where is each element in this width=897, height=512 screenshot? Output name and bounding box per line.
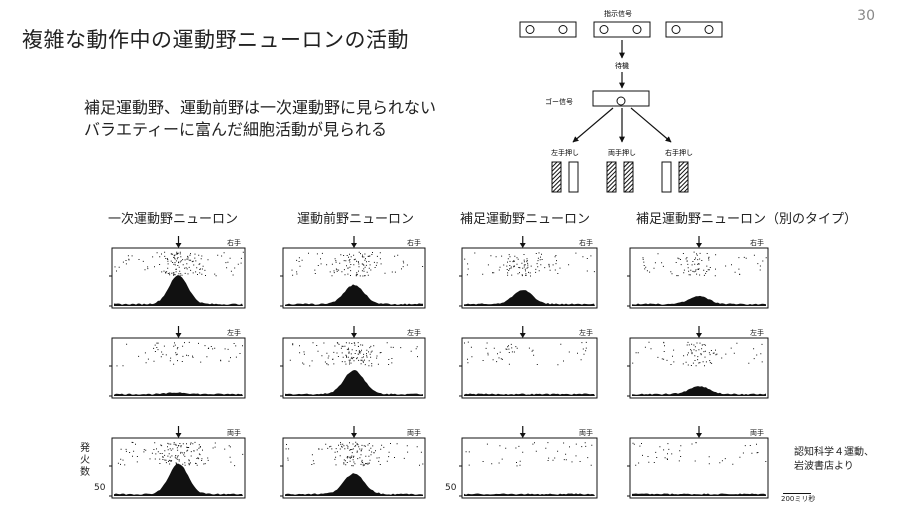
subtitle-line-1: 補足運動野、運動前野は一次運動野に見られない	[84, 98, 437, 117]
key-right-idle	[568, 161, 579, 193]
column-header-pm: 運動前野ニューロン	[297, 212, 415, 227]
condition-label: 左手	[227, 328, 241, 337]
raster-spikes	[632, 341, 763, 367]
scale-bar-label: 200ミリ秒	[781, 495, 816, 503]
condition-label: 右手	[579, 238, 593, 247]
slide-subtitle: 補足運動野、運動前野は一次運動野に見られない バラエティーに富んだ細胞活動が見ら…	[84, 97, 436, 141]
raster-spikes	[465, 442, 593, 467]
firing-histogram	[464, 493, 595, 496]
firing-histogram	[632, 386, 766, 396]
raster-spikes	[464, 341, 587, 366]
firing-histogram	[285, 284, 423, 306]
raster-spikes	[464, 252, 595, 277]
firing-histogram	[114, 463, 243, 496]
panel-frame	[461, 337, 598, 399]
instruction-signal-label: 指示信号	[604, 9, 632, 18]
firing-histogram	[632, 493, 766, 496]
key-left-pressed	[606, 161, 617, 193]
raster-spikes	[632, 442, 767, 466]
condition-label: 左手	[407, 328, 421, 337]
panel-frame	[461, 247, 598, 309]
go-arrow-head	[351, 433, 357, 438]
y-axis-tick-50: 50	[94, 483, 106, 493]
key-left-idle	[661, 161, 672, 193]
panel-frame	[282, 247, 426, 309]
go-arrow-head	[519, 333, 526, 338]
subtitle-line-2: バラエティーに富んだ細胞活動が見られる	[84, 120, 388, 139]
raster-spikes	[285, 441, 424, 467]
firing-histogram	[632, 295, 766, 306]
citation-line-2: 岩波書店より	[794, 461, 854, 472]
raster-spikes	[117, 441, 244, 467]
firing-histogram	[114, 275, 243, 306]
left-press-label: 左手押し	[551, 148, 579, 157]
column-header-sma2: 補足運動野ニューロン（別のタイプ）	[636, 212, 858, 227]
firing-histogram	[285, 370, 423, 396]
citation-line-1: 認知科学４運動、	[794, 447, 874, 458]
firing-histogram	[464, 393, 595, 396]
firing-histogram	[285, 473, 423, 496]
panel-frame	[282, 337, 426, 399]
raster-spikes	[289, 342, 418, 367]
panel-frame	[111, 437, 246, 499]
raster-spikes	[642, 251, 767, 277]
panel-frame	[111, 337, 246, 399]
panel-frame	[111, 247, 246, 309]
condition-label: 左手	[579, 328, 593, 337]
y-axis-tick-50: 50	[445, 483, 457, 493]
go-signal-label: ゴー信号	[545, 97, 573, 106]
column-header-sma: 補足運動野ニューロン	[460, 212, 591, 227]
panel-frame	[629, 247, 769, 309]
raster-spikes	[291, 251, 424, 277]
page-number: 30	[857, 8, 875, 24]
firing-histogram	[114, 392, 243, 396]
key-right-pressed	[623, 161, 634, 193]
go-arrow-head	[696, 243, 702, 248]
condition-label: 右手	[750, 238, 764, 247]
key-right-pressed	[678, 161, 689, 193]
go-arrow-head	[351, 243, 357, 248]
raster-spikes	[114, 251, 244, 277]
wait-label: 待機	[615, 61, 629, 70]
firing-histogram	[464, 290, 595, 306]
both-press-label: 両手押し	[608, 148, 636, 157]
go-arrow-head	[519, 243, 526, 248]
go-arrow-head	[175, 333, 182, 338]
condition-label: 両手	[750, 428, 764, 437]
condition-label: 左手	[750, 328, 764, 337]
panel-frame	[461, 437, 598, 499]
go-signal-box	[592, 90, 650, 107]
go-arrow-head	[175, 243, 182, 248]
condition-label: 右手	[407, 238, 421, 247]
y-axis-label: 発火数	[80, 443, 90, 478]
key-left-pressed	[551, 161, 562, 193]
panel-frame	[282, 437, 426, 499]
go-arrow-head	[696, 433, 702, 438]
panel-frame	[629, 337, 769, 399]
go-arrow-head	[519, 433, 526, 438]
panel-frame	[629, 437, 769, 499]
condition-label: 両手	[407, 428, 421, 437]
condition-label: 右手	[227, 238, 241, 247]
go-arrow-head	[351, 333, 357, 338]
column-header-m1: 一次運動野ニューロン	[108, 212, 239, 227]
task-diagram: 指示信号 待機 ゴー信号 左手押し 両手押し 右手押し	[519, 9, 723, 193]
condition-label: 両手	[227, 428, 241, 437]
raster-spikes	[116, 341, 243, 367]
scale-bar	[783, 493, 811, 494]
condition-label: 両手	[579, 428, 593, 437]
go-arrow-head	[696, 333, 702, 338]
slide-title: 複雑な動作中の運動野ニューロンの活動	[22, 28, 409, 52]
right-press-label: 右手押し	[665, 148, 693, 157]
citation: 認知科学４運動、 岩波書店より	[794, 446, 874, 474]
go-arrow-head	[175, 433, 182, 438]
